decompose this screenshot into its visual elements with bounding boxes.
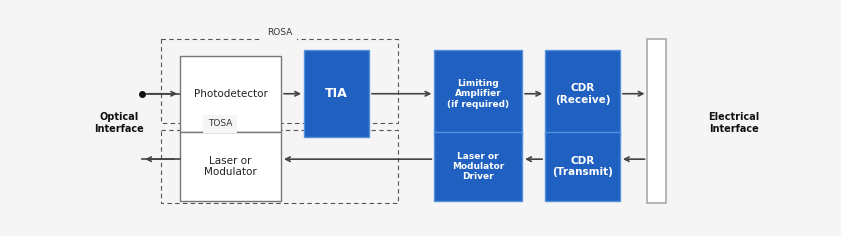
Text: TOSA: TOSA (208, 119, 232, 128)
Text: ROSA: ROSA (267, 28, 292, 37)
Bar (648, 39, 665, 203)
Bar (180, 132, 281, 201)
Bar (434, 132, 522, 201)
Text: CDR
(Transmit): CDR (Transmit) (552, 156, 613, 177)
Text: Electrical
Interface: Electrical Interface (708, 112, 759, 134)
Text: CDR
(Receive): CDR (Receive) (555, 83, 611, 105)
Text: Optical
Interface: Optical Interface (94, 112, 145, 134)
Text: Photodetector: Photodetector (193, 89, 267, 99)
Bar (180, 56, 281, 132)
Bar (161, 39, 399, 123)
Bar (161, 130, 399, 203)
Text: Laser or
Modulator: Laser or Modulator (204, 156, 257, 177)
Text: TIA: TIA (325, 87, 348, 100)
Bar (304, 50, 369, 137)
Bar (545, 132, 620, 201)
Bar (545, 50, 620, 137)
Text: Limiting
Amplifier
(if required): Limiting Amplifier (if required) (447, 79, 510, 109)
Bar (434, 50, 522, 137)
Text: Laser or
Modulator
Driver: Laser or Modulator Driver (452, 152, 505, 181)
